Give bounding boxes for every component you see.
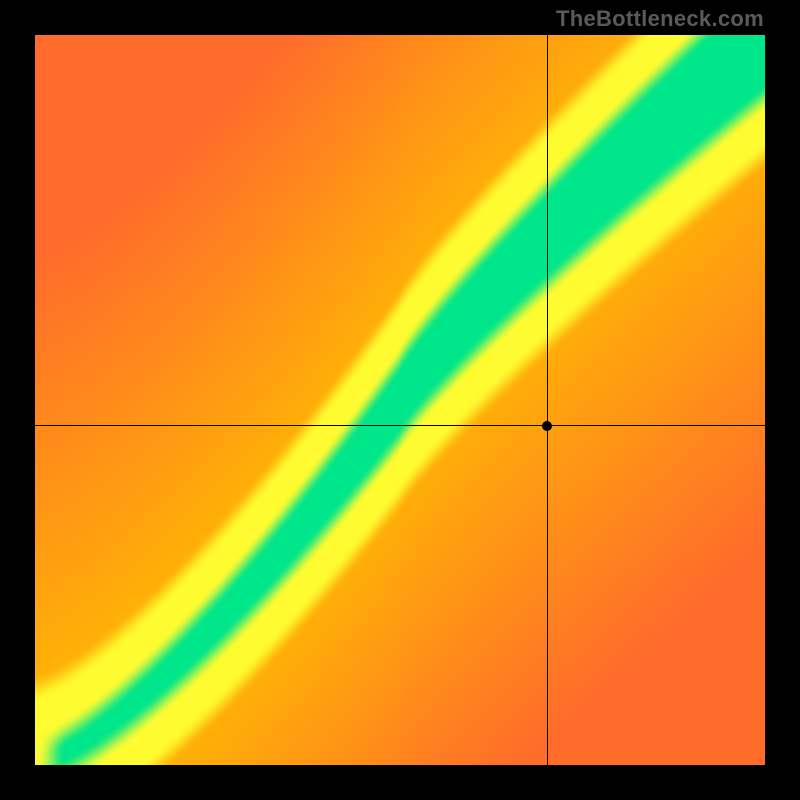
heatmap-canvas (35, 35, 765, 765)
watermark-text: TheBottleneck.com (556, 6, 764, 32)
crosshair-horizontal (35, 425, 765, 426)
crosshair-vertical (547, 35, 548, 765)
heatmap-plot (35, 35, 765, 765)
crosshair-marker (542, 421, 552, 431)
